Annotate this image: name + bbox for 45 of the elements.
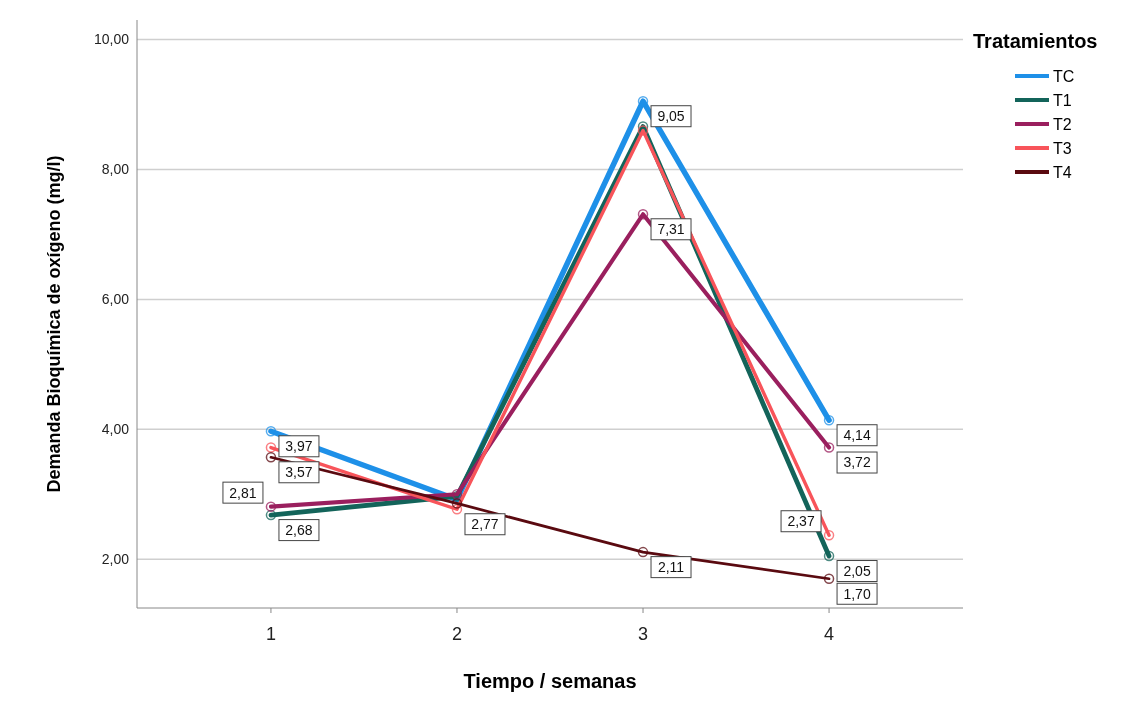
legend-label: TC xyxy=(1053,67,1075,85)
point xyxy=(637,546,649,558)
point xyxy=(823,529,835,541)
data-label: 2,77 xyxy=(471,516,499,533)
x-tick-label: 1 xyxy=(265,624,276,644)
point xyxy=(265,501,277,512)
data-label: 3,57 xyxy=(285,464,313,481)
x-tick-label: 3 xyxy=(638,624,649,644)
point xyxy=(265,442,277,453)
data-label: 2,37 xyxy=(787,513,815,530)
data-label: 1,70 xyxy=(843,585,871,602)
y-tick-label: 2,00 xyxy=(101,551,130,568)
legend-label: T1 xyxy=(1053,91,1072,109)
point xyxy=(823,442,835,453)
data-label: 4,14 xyxy=(843,427,871,444)
point xyxy=(451,498,463,509)
data-label: 2,81 xyxy=(229,484,257,501)
point xyxy=(637,125,649,136)
data-label: 2,68 xyxy=(285,521,313,538)
x-axis-title: Tiempo / semanas xyxy=(463,670,637,692)
point xyxy=(265,426,277,437)
data-label: 9,05 xyxy=(657,108,685,125)
x-tick-label: 4 xyxy=(824,624,835,644)
point xyxy=(265,509,277,521)
data-label: 3,72 xyxy=(843,454,871,471)
y-tick-label: 4,00 xyxy=(101,421,130,438)
legend-label: T4 xyxy=(1053,163,1072,181)
y-axis-title: Demanda Bioquímica de oxígeno (mg/l) xyxy=(44,155,64,493)
point xyxy=(451,503,463,515)
point xyxy=(823,414,835,426)
y-tick-label: 8,00 xyxy=(101,161,130,178)
y-tick-label: 6,00 xyxy=(101,291,130,308)
point xyxy=(265,452,277,463)
y-tick-label: 10,00 xyxy=(93,31,130,48)
legend-title: Tratamientos xyxy=(973,30,1098,52)
data-label: 7,31 xyxy=(657,221,685,238)
point xyxy=(823,550,835,562)
x-tick-label: 2 xyxy=(451,624,462,644)
legend-label: T2 xyxy=(1053,115,1072,133)
data-label: 3,97 xyxy=(285,438,313,455)
legend-label: T3 xyxy=(1053,139,1072,157)
point xyxy=(823,573,835,585)
data-label: 2,11 xyxy=(657,559,685,576)
point xyxy=(637,209,649,220)
data-label: 2,05 xyxy=(843,562,871,579)
